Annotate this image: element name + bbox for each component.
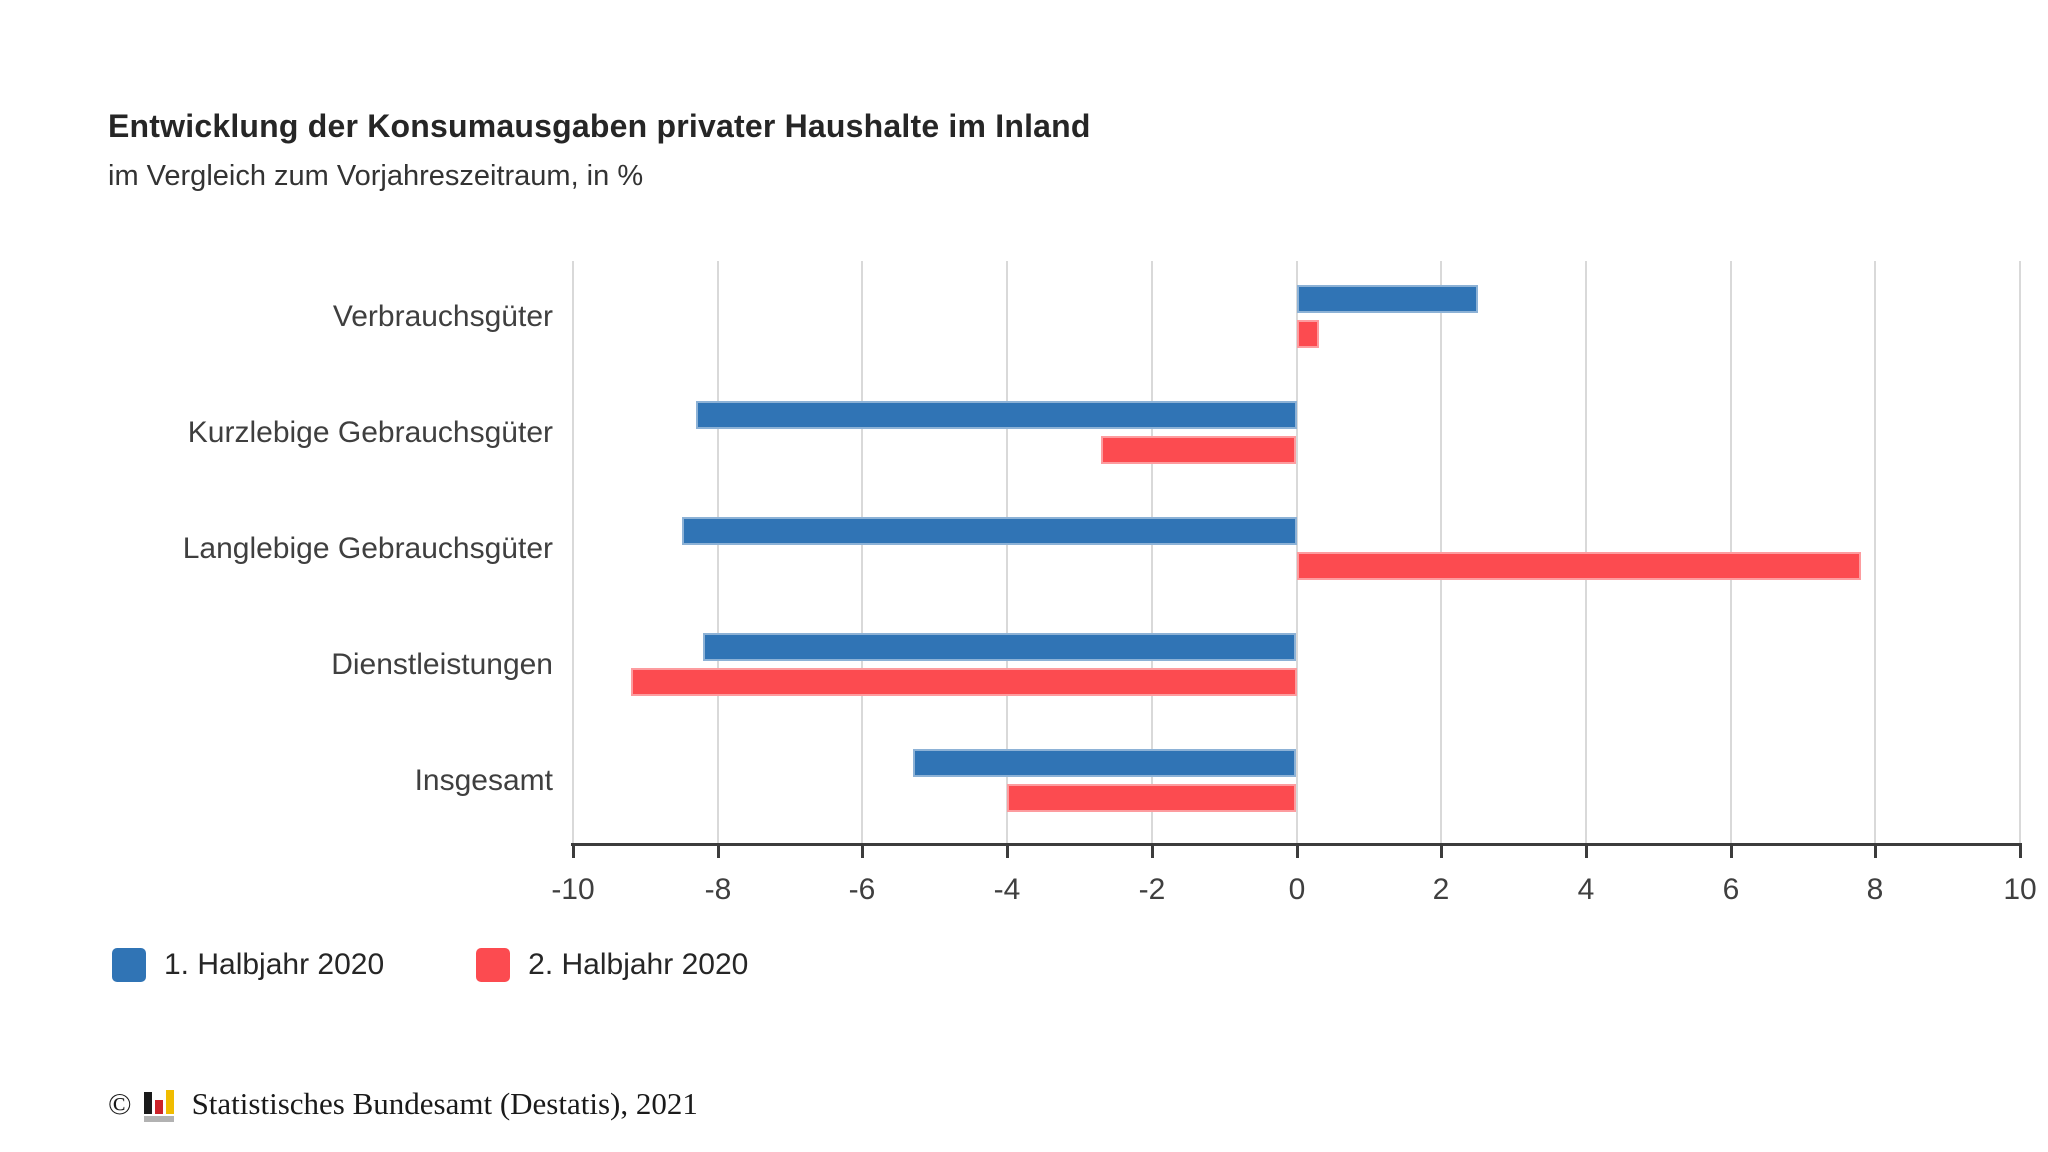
tick-label-x--2: -2: [1138, 873, 1166, 906]
source-text: Statistisches Bundesamt (Destatis), 2021: [191, 1086, 698, 1121]
tick-mark-x-10: [2019, 846, 2022, 858]
bar-series-1-row-2: [696, 401, 1297, 429]
tick-mark-x-4: [1585, 846, 1588, 858]
gridline-x--6: [861, 261, 863, 843]
tick-label-x--6: -6: [848, 873, 876, 906]
bar-series-2-row-1: [1297, 320, 1319, 348]
tick-mark-x--6: [861, 846, 864, 858]
gridline-x-10: [2019, 261, 2021, 843]
plot-area: -10 -8 -6 -4 -2 0 2 4 6 8 10: [551, 261, 2037, 906]
bar-series-2-row-5: [1007, 784, 1296, 812]
logo-bar-black: [143, 1092, 152, 1114]
bar-series-2-row-2: [1101, 436, 1296, 464]
x-axis-line: [571, 843, 2022, 846]
chart-title: Entwicklung der Konsumausgaben privater …: [108, 108, 1091, 144]
tick-label-x-2: 2: [1432, 873, 1450, 906]
bar-series-1-row-4: [703, 633, 1296, 661]
category-label-2: Kurzlebige Gebrauchsgüter: [187, 415, 553, 449]
destatis-logo-icon: [143, 1086, 178, 1122]
tick-label-x-6: 6: [1722, 873, 1740, 906]
gridline-x-8: [1874, 261, 1876, 843]
tick-mark-x-2: [1440, 846, 1443, 858]
tick-label-x--10: -10: [551, 873, 595, 906]
legend-label: 2. Halbjahr 2020: [528, 948, 749, 981]
logo-base-gray: [143, 1116, 174, 1122]
bar-series-2-row-4: [631, 668, 1297, 696]
tick-mark-x-8: [1874, 846, 1877, 858]
legend: 1. Halbjahr 2020 2. Halbjahr 2020: [112, 948, 748, 982]
gridline-x--8: [717, 261, 719, 843]
chart-subtitle: im Vergleich zum Vorjahreszeitraum, in %: [108, 160, 644, 192]
copyright-symbol: ©: [108, 1086, 132, 1121]
tick-mark-x-0: [1296, 846, 1299, 858]
tick-label-x-4: 4: [1577, 873, 1595, 906]
bar-series-1-row-3: [682, 517, 1297, 545]
category-label-1: Verbrauchsgüter: [332, 299, 553, 333]
gridline-x--10: [572, 261, 574, 843]
bar-series-2-row-3: [1297, 552, 1861, 580]
tick-mark-x--10: [572, 846, 575, 858]
tick-mark-x--2: [1151, 846, 1154, 858]
legend-swatch-red: [476, 948, 511, 982]
tick-label-x-0: 0: [1288, 873, 1306, 906]
bar-series-1-row-1: [1297, 285, 1478, 313]
gridline-x--2: [1151, 261, 1153, 843]
logo-bar-gold: [165, 1090, 174, 1114]
legend-item-halbjahr-1[interactable]: 1. Halbjahr 2020: [112, 948, 384, 982]
tick-mark-x-6: [1730, 846, 1733, 858]
tick-label-x--8: -8: [704, 873, 732, 906]
tick-label-x--4: -4: [993, 873, 1021, 906]
tick-label-x-8: 8: [1866, 873, 1884, 906]
category-label-4: Dienstleistungen: [331, 647, 553, 681]
gridline-x--4: [1006, 261, 1008, 843]
source-line: © Statistisches Bundesamt (Destatis), 20…: [108, 1086, 698, 1122]
category-label-5: Insgesamt: [414, 763, 553, 797]
tick-mark-x--8: [717, 846, 720, 858]
tick-label-x-10: 10: [2003, 873, 2037, 906]
legend-label: 1. Halbjahr 2020: [164, 948, 385, 981]
bar-series-1-row-5: [913, 749, 1296, 777]
tick-mark-x--4: [1006, 846, 1009, 858]
logo-bar-red: [154, 1100, 163, 1114]
category-label-3: Langlebige Gebrauchsgüter: [182, 531, 553, 565]
legend-swatch-blue: [112, 948, 146, 982]
legend-item-halbjahr-2[interactable]: 2. Halbjahr 2020: [476, 948, 748, 982]
